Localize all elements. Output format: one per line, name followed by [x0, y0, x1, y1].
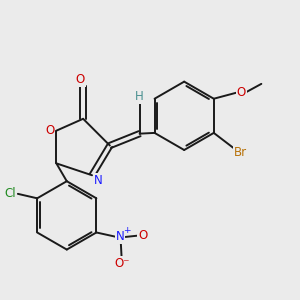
- Text: O: O: [138, 229, 148, 242]
- Text: N: N: [94, 174, 103, 187]
- Text: Br: Br: [234, 146, 247, 159]
- Text: O: O: [45, 124, 55, 137]
- Text: N: N: [116, 230, 124, 243]
- Text: O⁻: O⁻: [114, 257, 129, 270]
- Text: +: +: [123, 226, 130, 236]
- Text: Cl: Cl: [4, 187, 16, 200]
- Text: O: O: [76, 73, 85, 86]
- Text: H: H: [135, 90, 144, 103]
- Text: O: O: [237, 86, 246, 99]
